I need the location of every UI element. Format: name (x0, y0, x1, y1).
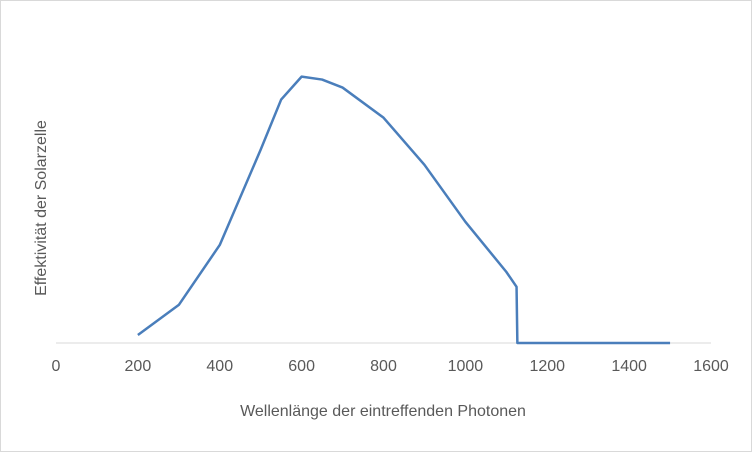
x-tick-label: 0 (52, 358, 61, 375)
x-tick-label: 800 (370, 358, 397, 375)
x-tick-label: 1200 (529, 358, 565, 375)
x-tick-label: 1400 (611, 358, 647, 375)
x-tick-label: 600 (288, 358, 315, 375)
x-tick-label: 1000 (448, 358, 484, 375)
x-tick-label: 400 (206, 358, 233, 375)
x-tick-label: 200 (125, 358, 152, 375)
data-line (137, 75, 671, 345)
x-axis-label: Wellenlänge der eintreffenden Photonen (240, 403, 526, 420)
y-axis-label: Effektivität der Solarzelle (33, 120, 50, 296)
x-tick-label: 1600 (693, 358, 729, 375)
